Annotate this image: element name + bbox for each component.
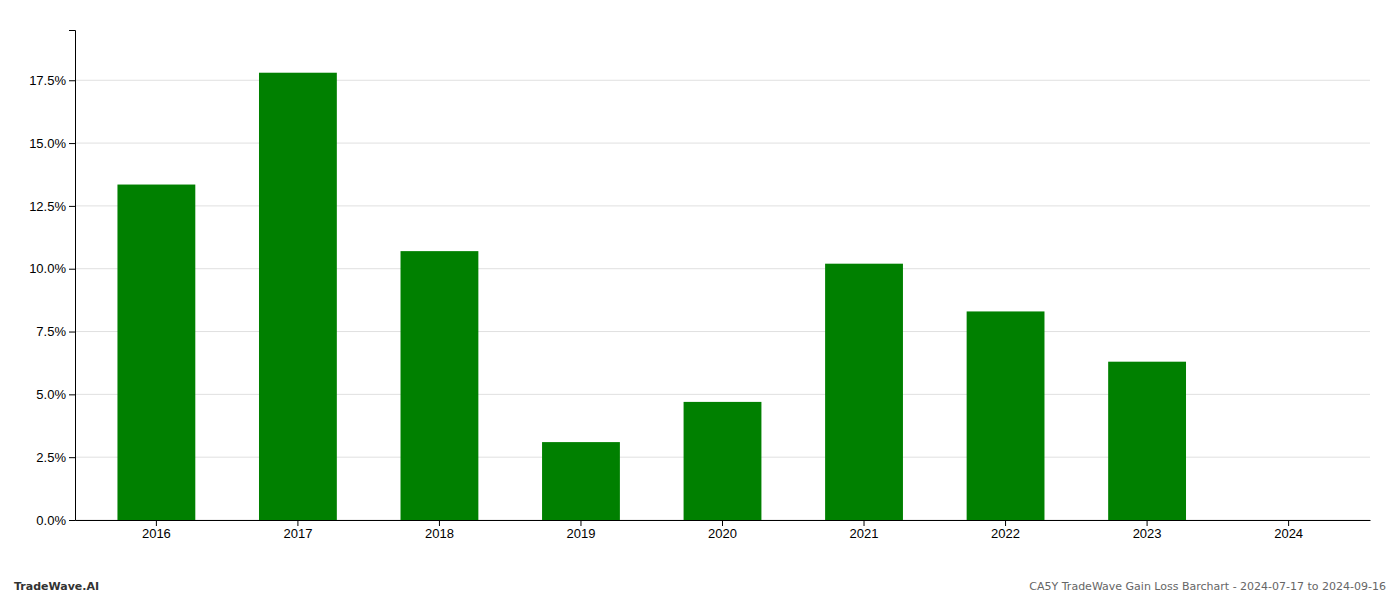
y-tick-mark [69, 80, 75, 81]
x-tick: 2022 [991, 520, 1020, 541]
y-tick: 0.0% [36, 513, 75, 528]
y-tick-label: 2.5% [36, 450, 66, 465]
x-tick-label: 2022 [991, 526, 1020, 541]
y-tick: 17.5% [29, 73, 75, 88]
x-tick: 2017 [283, 520, 312, 541]
y-tick: 2.5% [36, 450, 75, 465]
y-tick-mark [69, 394, 75, 395]
bar [967, 311, 1045, 520]
x-tick-label: 2023 [1133, 526, 1162, 541]
x-tick-mark [1147, 520, 1148, 526]
plot-area: 0.0% 2.5% 5.0% 7.5% 10.0% 12.5% 15.0% 17.5% 2016… [29, 31, 1370, 542]
y-tick: 12.5% [29, 199, 75, 214]
bar [542, 442, 620, 520]
footer-right: CA5Y TradeWave Gain Loss Barchart - 2024… [1029, 580, 1386, 593]
x-tick-label: 2016 [142, 526, 171, 541]
y-tick-label: 0.0% [36, 513, 66, 528]
y-tick-mark [69, 269, 75, 270]
x-tick-mark [297, 520, 298, 526]
x-tick-mark [1005, 520, 1006, 526]
y-tick-mark [69, 143, 75, 144]
bar [684, 402, 762, 520]
x-tick-mark [156, 520, 157, 526]
x-tick-label: 2018 [425, 526, 454, 541]
y-tick-label: 17.5% [29, 73, 66, 88]
bars [117, 73, 1186, 520]
y-tick-mark [69, 206, 75, 207]
bar [259, 73, 337, 520]
bar [1108, 362, 1186, 520]
x-tick: 2018 [425, 520, 454, 541]
y-tick-mark [69, 332, 75, 333]
x-tick: 2021 [850, 520, 879, 541]
y-axis: 0.0% 2.5% 5.0% 7.5% 10.0% 12.5% 15.0% 17.5% [29, 31, 75, 528]
y-tick: 7.5% [36, 324, 75, 339]
y-tick-label: 10.0% [29, 261, 66, 276]
x-tick: 2020 [708, 520, 737, 541]
x-tick-label: 2021 [850, 526, 879, 541]
bar [401, 251, 479, 520]
x-tick-mark [722, 520, 723, 526]
x-tick-mark [864, 520, 865, 526]
bar [1250, 520, 1328, 521]
x-axis: 2016 2017 2018 2019 2020 2021 2022 2023 2024 [76, 520, 1371, 541]
x-tick-label: 2020 [708, 526, 737, 541]
y-tick-label: 15.0% [29, 136, 66, 151]
x-tick-mark [580, 520, 581, 526]
x-tick-label: 2024 [1274, 526, 1303, 541]
bar [117, 185, 195, 520]
y-tick-label: 7.5% [36, 324, 66, 339]
x-tick-label: 2019 [567, 526, 596, 541]
y-tick-label: 12.5% [29, 199, 66, 214]
x-tick: 2023 [1133, 520, 1162, 541]
y-tick: 15.0% [29, 136, 75, 151]
y-tick: 5.0% [36, 387, 75, 402]
x-tick: 2019 [567, 520, 596, 541]
y-tick-mark [69, 520, 75, 521]
bar [825, 264, 903, 520]
y-tick-mark [69, 457, 75, 458]
footer-left: TradeWave.AI [14, 580, 99, 593]
x-tick-mark [439, 520, 440, 526]
x-tick-label: 2017 [283, 526, 312, 541]
x-tick: 2016 [142, 520, 171, 541]
y-axis-line [69, 31, 76, 521]
chart-svg: 0.0% 2.5% 5.0% 7.5% 10.0% 12.5% 15.0% 17.5% 2016… [0, 0, 1400, 600]
x-tick: 2024 [1274, 520, 1303, 541]
x-tick-mark [1288, 520, 1289, 526]
y-tick: 10.0% [29, 261, 75, 276]
y-tick-label: 5.0% [36, 387, 66, 402]
